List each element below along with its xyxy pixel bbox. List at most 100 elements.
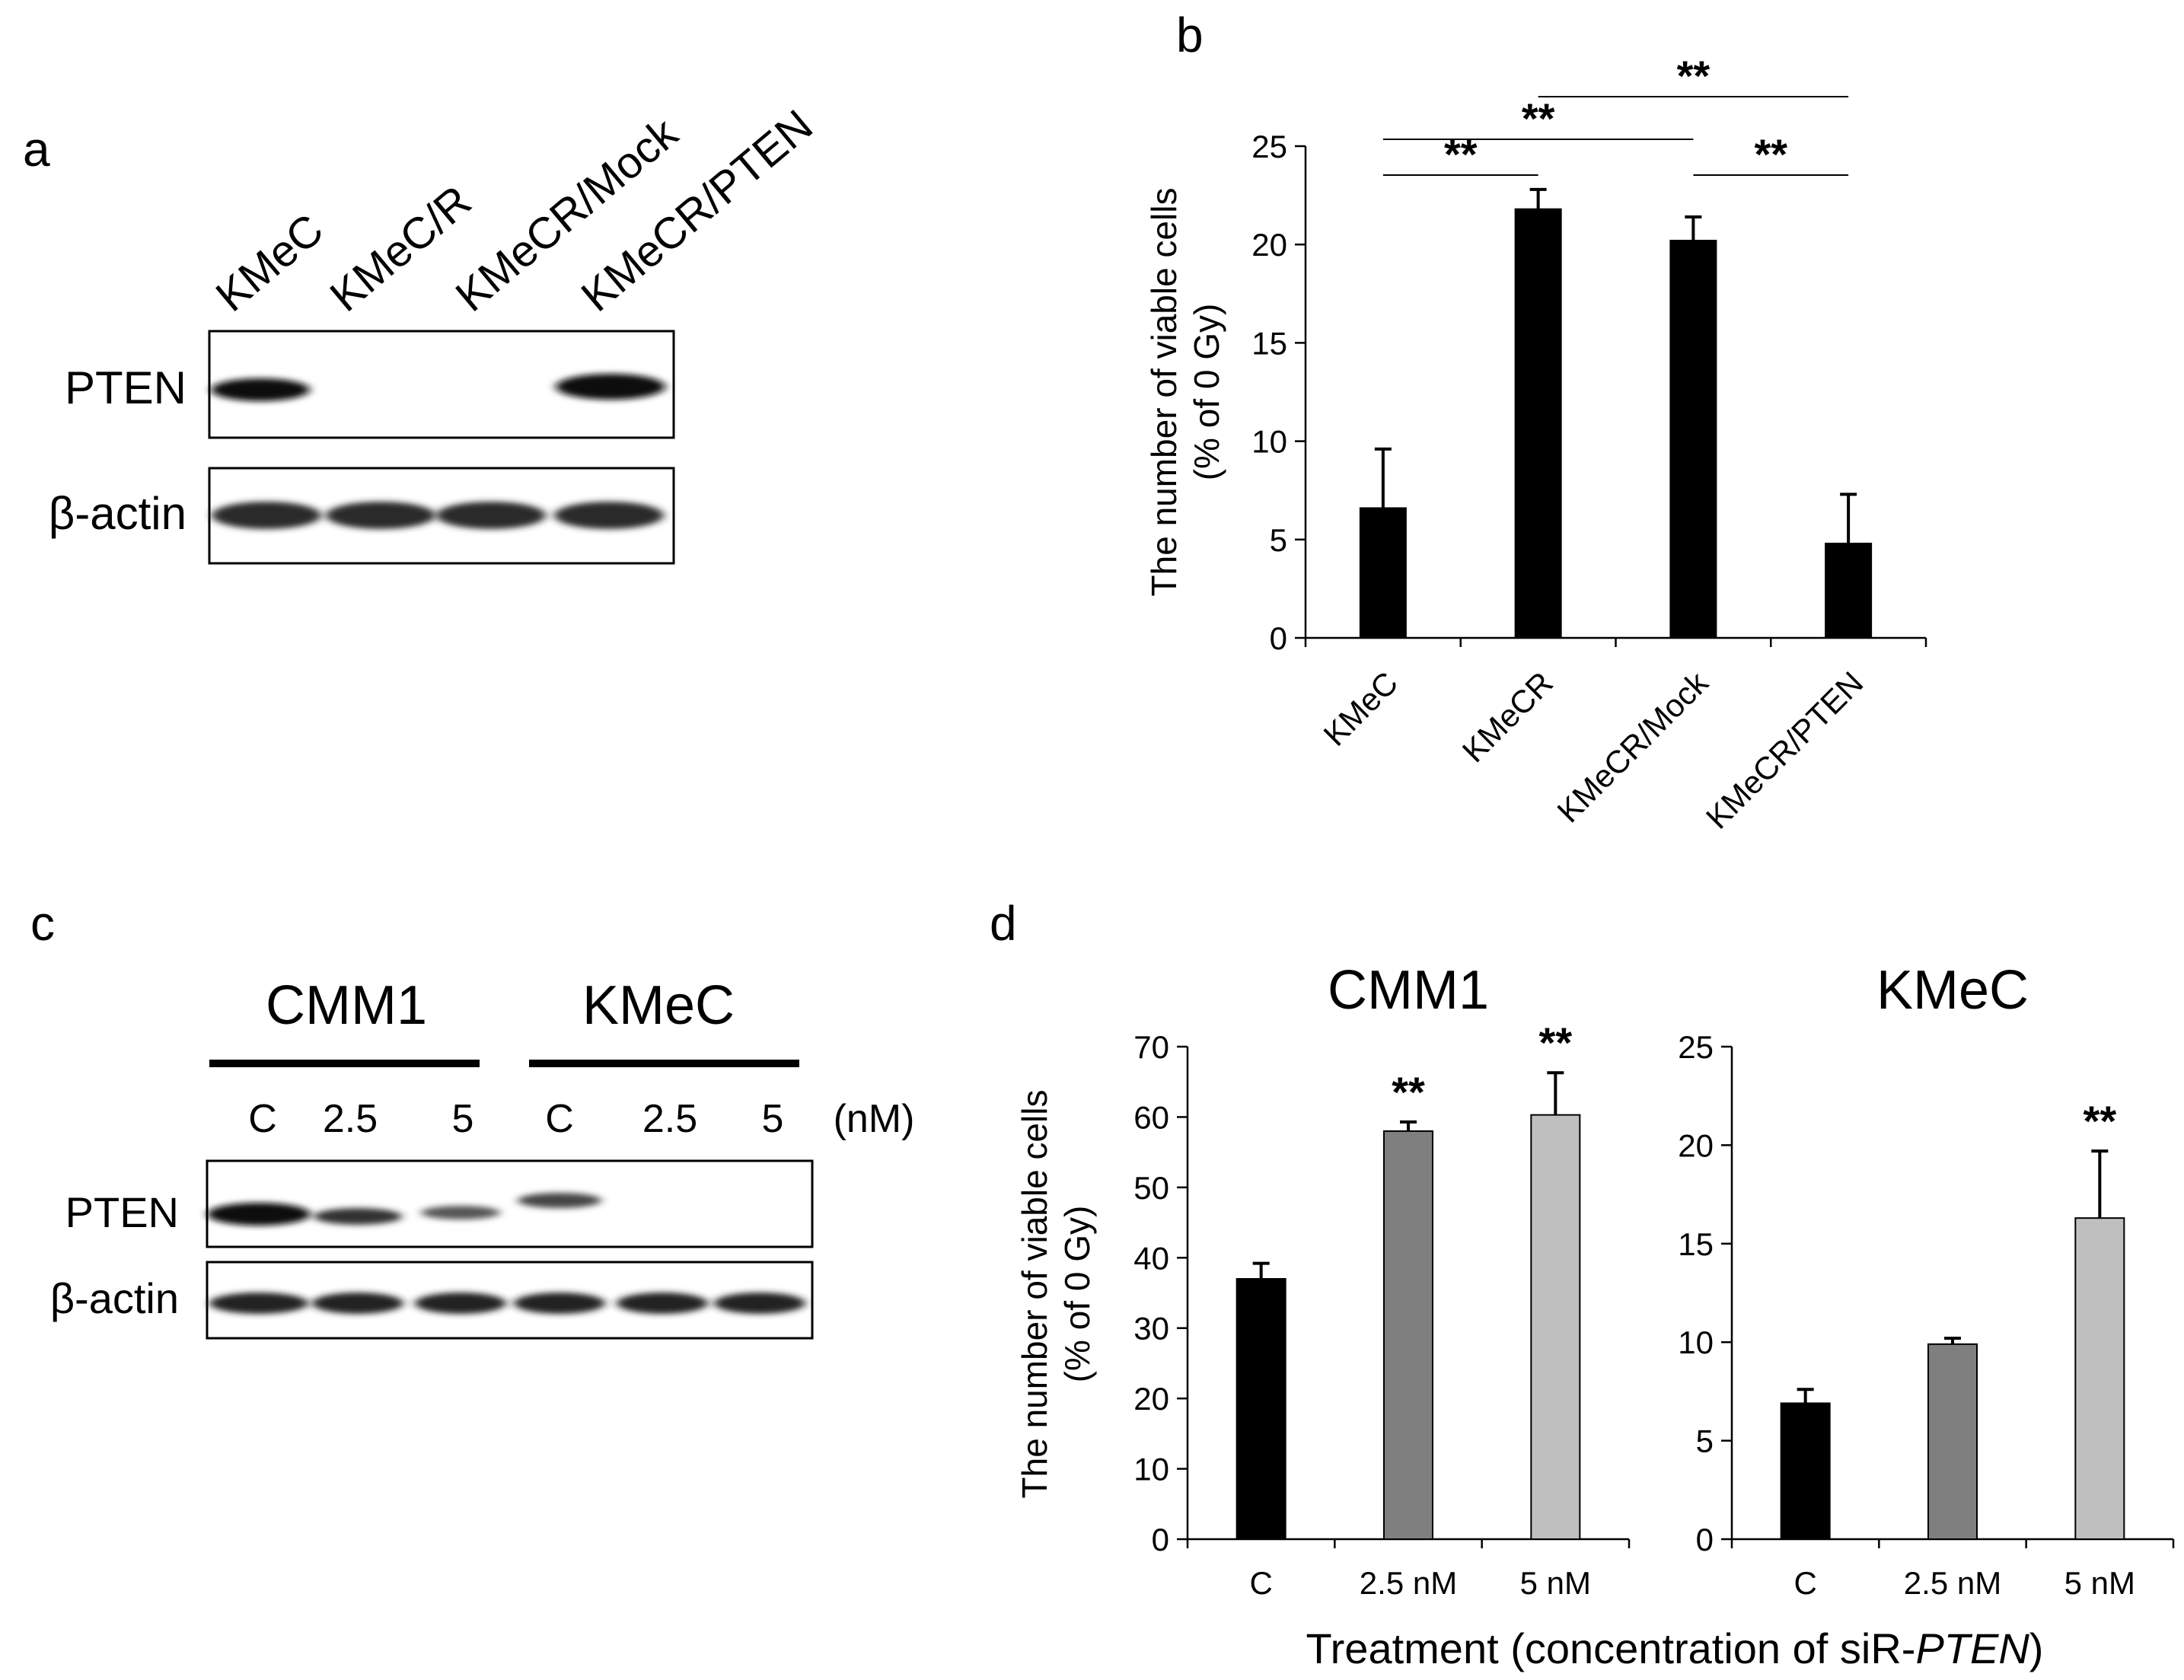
- significance-stars: **: [1677, 52, 1711, 100]
- blot-c-group-label: KMeC: [582, 975, 735, 1036]
- x-category-label: KMeC: [1316, 665, 1404, 753]
- blot-band: [415, 1293, 506, 1314]
- blot-band: [436, 502, 546, 529]
- blot-c-group-label: CMM1: [266, 975, 427, 1036]
- y-axis-label-line: The number of viable cells: [1144, 188, 1184, 597]
- chart-d-kmec: 0 5 10 15 20 25 C 2.5 nM 5 nM ** KMeC: [1678, 960, 2175, 1601]
- y-axis-label-line: (% of 0 Gy): [1057, 1206, 1097, 1383]
- bar: [1383, 1130, 1433, 1540]
- significance-stars: **: [1522, 94, 1555, 142]
- bar: [1359, 507, 1407, 639]
- blot-c-pten-frame: [206, 1159, 814, 1248]
- y-tick-label: 10: [1133, 1452, 1169, 1487]
- significance-stars: **: [2084, 1097, 2117, 1145]
- blot-band: [314, 1208, 402, 1225]
- blot-c-conc-label: 5: [762, 1097, 784, 1141]
- blot-band: [554, 502, 664, 529]
- y-axis-label: The number of viable cells(% of 0 Gy): [1015, 1090, 1097, 1499]
- y-tick-label: 5: [1696, 1423, 1714, 1459]
- blot-c-conc-label: 2.5: [642, 1097, 697, 1141]
- blot-c-conc-label: 2.5: [323, 1097, 378, 1141]
- y-tick-label: 20: [1251, 227, 1287, 263]
- blot-band: [326, 502, 435, 529]
- bar: [1825, 542, 1873, 639]
- blot-band: [211, 378, 310, 401]
- blot-c-group-bar: [529, 1060, 799, 1067]
- y-tick-label: 70: [1133, 1029, 1169, 1065]
- blot-c-row-label-actin: β-actin: [50, 1274, 179, 1322]
- significance-stars: **: [1444, 130, 1478, 178]
- panel-letter-c: c: [30, 896, 55, 951]
- y-tick-label: 0: [1270, 620, 1287, 656]
- x-category-label: C: [1249, 1565, 1272, 1601]
- chart-title: KMeC: [1876, 960, 2029, 1021]
- y-tick-label: 10: [1251, 424, 1287, 460]
- x-category-label: 5 nM: [2064, 1565, 2135, 1601]
- y-tick-label: 5: [1270, 522, 1287, 558]
- blot-c-actin-bands: [209, 1293, 805, 1314]
- panel-letter-d: d: [990, 896, 1017, 951]
- blot-band: [617, 1293, 708, 1314]
- y-tick-label: 30: [1133, 1311, 1169, 1347]
- blot-a-pten-bands: [211, 374, 665, 401]
- blot-band: [312, 1293, 403, 1314]
- blot-c-pten-bands: [207, 1193, 601, 1226]
- blot-band: [209, 1293, 308, 1314]
- y-axis-label-line: The number of viable cells: [1015, 1090, 1054, 1499]
- bar: [1530, 1114, 1581, 1541]
- bar: [2074, 1217, 2125, 1540]
- x-category-label: 5 nM: [1520, 1565, 1591, 1601]
- blot-band: [421, 1206, 500, 1219]
- panel-letter-b: b: [1176, 8, 1204, 62]
- y-tick-label: 0: [1696, 1522, 1714, 1557]
- y-tick-label: 50: [1133, 1170, 1169, 1206]
- significance-stars: **: [1539, 1019, 1573, 1066]
- y-axis-label: The number of viable cells(% of 0 Gy): [1144, 188, 1226, 597]
- chart-title: CMM1: [1328, 960, 1489, 1021]
- blot-c-actin-frame: [206, 1261, 814, 1340]
- bar: [1780, 1402, 1831, 1540]
- y-tick-label: 0: [1152, 1522, 1169, 1557]
- bar: [1927, 1343, 1978, 1540]
- x-category-label: KMeCR/Mock: [1550, 664, 1715, 829]
- blot-band: [714, 1293, 805, 1314]
- x-category-label: C: [1793, 1565, 1816, 1601]
- blot-a-lane-label: KMeC/R: [321, 176, 481, 321]
- x-category-label: KMeCR/PTEN: [1699, 665, 1870, 836]
- chart-d-cmm1: 0 10 20 30 40 50 60 70 C 2.5 nM ** 5 nM ** CMM1 The nu…: [1015, 960, 1631, 1601]
- blot-c-conc-label: C: [248, 1097, 277, 1141]
- x-category-label: KMeCR: [1455, 665, 1560, 769]
- blot-band: [212, 502, 321, 529]
- y-axis-label-line: (% of 0 Gy): [1187, 304, 1226, 481]
- bar: [1235, 1278, 1286, 1540]
- blot-band: [207, 1203, 311, 1226]
- blot-a-actin-bands: [212, 502, 664, 529]
- panel-letter-a: a: [23, 122, 50, 177]
- blot-c-group-bar: [209, 1060, 480, 1067]
- d-x-axis-label-suffix: ): [2029, 1624, 2044, 1672]
- blot-c-unit-label: (nM): [834, 1097, 915, 1141]
- blot-band: [518, 1193, 601, 1208]
- x-category-label: 2.5 nM: [1904, 1565, 2001, 1601]
- blot-c-row-label-pten: PTEN: [65, 1188, 179, 1236]
- d-x-axis-label: Treatment (concentration of siR-PTEN): [1306, 1624, 2044, 1672]
- y-tick-label: 20: [1133, 1381, 1169, 1417]
- blot-a-lane-label: KMeC: [207, 205, 333, 321]
- blot-a-row-label-actin: β-actin: [49, 488, 187, 539]
- blot-band: [556, 374, 665, 400]
- significance-stars: **: [1392, 1068, 1425, 1116]
- y-tick-label: 15: [1678, 1226, 1714, 1262]
- significance-stars: **: [1754, 130, 1787, 178]
- bar: [1669, 240, 1717, 639]
- blot-c-conc-label: 5: [452, 1097, 474, 1141]
- bar: [1514, 208, 1562, 639]
- y-tick-label: 60: [1133, 1099, 1169, 1135]
- blot-band: [514, 1293, 605, 1314]
- y-tick-label: 25: [1251, 129, 1287, 164]
- blot-c-conc-label: C: [545, 1097, 574, 1141]
- y-tick-label: 40: [1133, 1240, 1169, 1276]
- y-tick-label: 15: [1251, 325, 1287, 361]
- y-tick-label: 20: [1678, 1127, 1714, 1163]
